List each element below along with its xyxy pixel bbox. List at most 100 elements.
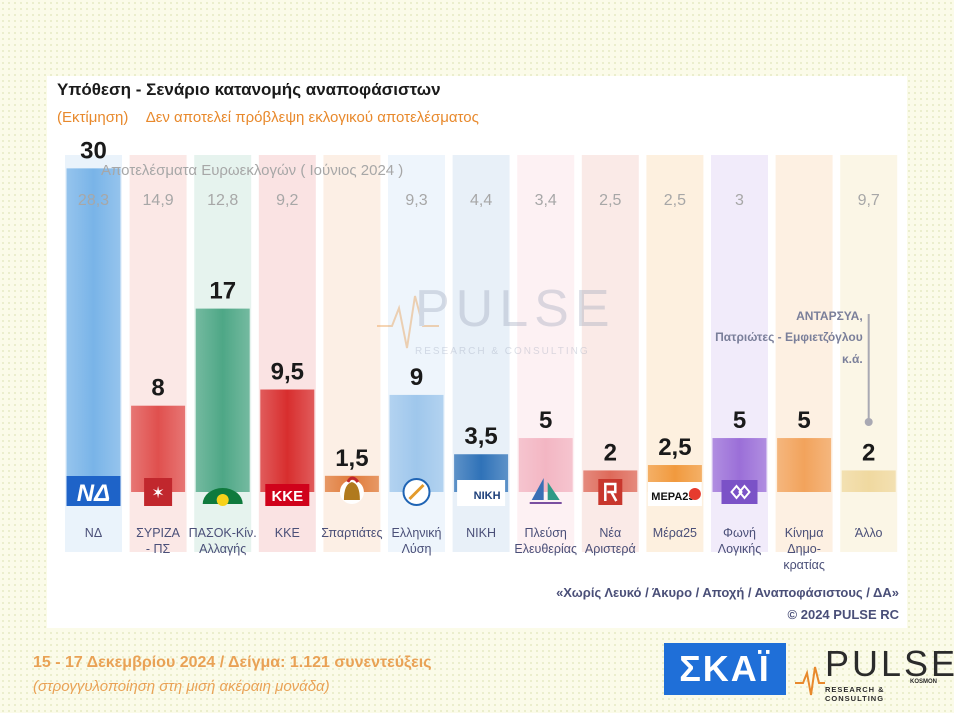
euro-result-label: 2,5 — [664, 192, 686, 209]
niki-logo: ΝΙΚΗ — [457, 480, 506, 506]
bar — [518, 438, 573, 492]
pulse-kosmon-mark: KOSMON — [910, 679, 937, 685]
category-label: Λογικής — [718, 542, 762, 556]
chart-card: Υπόθεση - Σενάριο κατανομής αναποφάσιστω… — [47, 76, 907, 628]
annotation-text: κ.ά. — [842, 352, 863, 366]
footnote-copyright: © 2024 PULSE RC — [787, 607, 899, 622]
annotation-dot — [864, 418, 873, 426]
euro-result-label: 12,8 — [207, 192, 238, 209]
bar-value-label: 9,5 — [271, 359, 304, 386]
bar — [389, 394, 444, 492]
category-label: Φωνή — [723, 526, 756, 540]
pasok-logo-core — [216, 494, 229, 506]
category-label: Λύση — [402, 542, 432, 556]
annotation-text: ΑΝΤΑΡΣΥΑ, — [796, 309, 863, 323]
category-label: ΚΚΕ — [275, 526, 300, 540]
bar-value-label: 2 — [604, 439, 617, 466]
bar-value-label: 2 — [862, 439, 875, 466]
bar-value-label: 17 — [209, 278, 236, 305]
euro-result-label: 3 — [735, 192, 744, 209]
footnote-exclusions: «Χωρίς Λευκό / Άκυρο / Αποχή / Αναποφάσι… — [556, 585, 899, 600]
bar-value-label: 30 — [80, 137, 107, 164]
bar-value-label: 5 — [733, 407, 746, 434]
watermark-tagline: RESEARCH & CONSULTING — [415, 346, 590, 357]
bar — [66, 168, 121, 492]
spartiates-logo — [339, 476, 364, 504]
nea-aristera-logo — [598, 479, 623, 505]
pulse-tagline: RESEARCH & CONSULTING — [825, 685, 885, 703]
bar — [260, 389, 315, 492]
category-label: Μέρα25 — [653, 526, 697, 540]
pulse-wordmark: PULSE — [825, 643, 954, 684]
category-label: Δημο- — [787, 542, 821, 556]
subtitle-disclaimer: Δεν αποτελεί πρόβλεψη εκλογικού αποτελέσ… — [145, 109, 479, 126]
elliniki-lysi-logo-needle — [408, 483, 425, 501]
category-label: Πλεύση — [525, 526, 567, 540]
category-label: ΣΥΡΙΖΑ — [136, 526, 181, 540]
syriza-logo: ✶ — [144, 478, 173, 506]
kke-logo-text: ΚΚΕ — [271, 488, 303, 505]
category-label: ΝΙΚΗ — [466, 526, 496, 540]
bar — [195, 308, 250, 492]
euro-result-label: 3,4 — [535, 192, 557, 209]
pulse-watermark: PULSE RESEARCH & CONSULTING — [377, 280, 616, 357]
category-label: κρατίας — [783, 558, 825, 572]
pulse-logo: PULSE KOSMON RESEARCH & CONSULTING — [795, 643, 954, 703]
annotation-text: Πατριώτες - Εμφιετζόγλου — [715, 330, 863, 344]
category-label: Κίνημα — [785, 526, 824, 540]
mera25-logo-text: ΜΕΡΑ25 — [651, 491, 694, 503]
plefsi-logo-sail — [531, 478, 544, 500]
watermark-wave-icon — [377, 295, 439, 349]
category-label: Σπαρτιάτες — [321, 526, 382, 540]
category-label: ΝΔ — [85, 526, 102, 540]
niki-logo-bg — [457, 480, 506, 506]
nd-logo-bg — [66, 476, 121, 506]
euro-result-label: 28,3 — [78, 192, 109, 209]
bar-value-label: 9 — [410, 364, 423, 391]
category-label: - ΠΣ — [146, 542, 171, 556]
foni-logikis-logo-knot — [730, 484, 751, 500]
category-label: Νέα — [599, 526, 621, 540]
survey-date-sample: 15 - 17 Δεκεμβρίου 2024 / Δείγμα: 1.121 … — [33, 654, 432, 671]
bar-value-label: 2,5 — [658, 434, 691, 461]
bar-value-label: 8 — [151, 375, 164, 402]
euro-result-label: 9,3 — [405, 192, 427, 209]
spartiates-logo-helmet — [343, 482, 360, 500]
plefsi-logo-sail — [547, 482, 560, 500]
column-background — [775, 155, 833, 552]
bar-value-label: 5 — [539, 407, 552, 434]
foni-logikis-logo — [721, 480, 758, 504]
category-label: Άλλο — [855, 526, 883, 540]
syriza-logo-star: ✶ — [151, 483, 164, 502]
bar-chart: PULSE RESEARCH & CONSULTING 30 28,3 ΝΔ ΝΔ 8 14,… — [65, 137, 898, 572]
bar-value-label: 5 — [797, 407, 810, 434]
euro-result-label: 9,7 — [858, 192, 880, 209]
category-label: Αλλαγής — [199, 542, 246, 556]
mera25-logo: ΜΕΡΑ25 — [647, 482, 702, 506]
euro-result-label: 2,5 — [599, 192, 621, 209]
pasok-logo — [202, 488, 243, 506]
bar — [841, 470, 896, 492]
mera25-logo-mark — [688, 488, 701, 500]
chart-subtitle: (Εκτίμηση) Δεν αποτελεί πρόβλεψη εκλογικ… — [57, 109, 493, 126]
skai-logo: ΣΚΑΪ — [664, 643, 786, 695]
bar — [131, 405, 186, 492]
euro-result-label: 4,4 — [470, 192, 492, 209]
subtitle-estimate: (Εκτίμηση) — [57, 109, 129, 126]
nd-logo: ΝΔ — [66, 476, 121, 507]
kke-logo: ΚΚΕ — [265, 484, 310, 506]
nd-logo-text: ΝΔ — [77, 480, 110, 507]
watermark-word: PULSE — [415, 280, 616, 338]
euro-results-caption: Αποτελέσματα Ευρωεκλογών ( Ιούνιος 2024 … — [101, 162, 404, 179]
category-label: Ελληνική — [391, 526, 441, 540]
category-label: Ελευθερίας — [514, 542, 577, 556]
bar — [777, 438, 832, 492]
elliniki-lysi-logo — [402, 478, 431, 506]
euro-result-label: 14,9 — [143, 192, 174, 209]
rounding-note: (στρογγυλοποίηση στη μισή ακέραιη μονάδα… — [33, 678, 330, 695]
pulse-wave-icon — [795, 666, 825, 696]
category-label: Αριστερά — [585, 542, 636, 556]
nea-aristera-logo-letter — [604, 482, 618, 502]
euro-result-label: 9,2 — [276, 192, 298, 209]
chart-title: Υπόθεση - Σενάριο κατανομής αναποφάσιστω… — [57, 80, 441, 99]
